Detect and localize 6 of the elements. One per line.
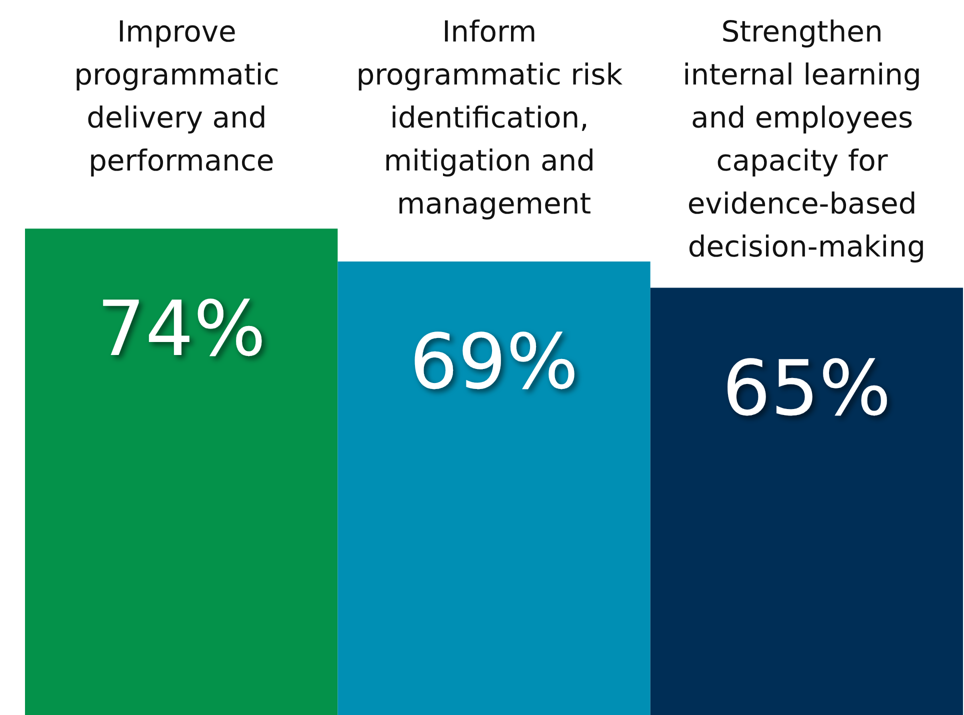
- data-label: 65%: [722, 343, 892, 432]
- x-tick-label: Improve programmatic delivery and performance: [74, 14, 289, 178]
- data-label: 69%: [410, 316, 578, 406]
- data-label: 74%: [96, 284, 266, 374]
- x-tick-label: Strengthen internal learning and employees capacity for evidence-based decision-making: [682, 14, 931, 264]
- x-tick-label: Inform programmatic risk identification, mitigation and management: [356, 14, 632, 220]
